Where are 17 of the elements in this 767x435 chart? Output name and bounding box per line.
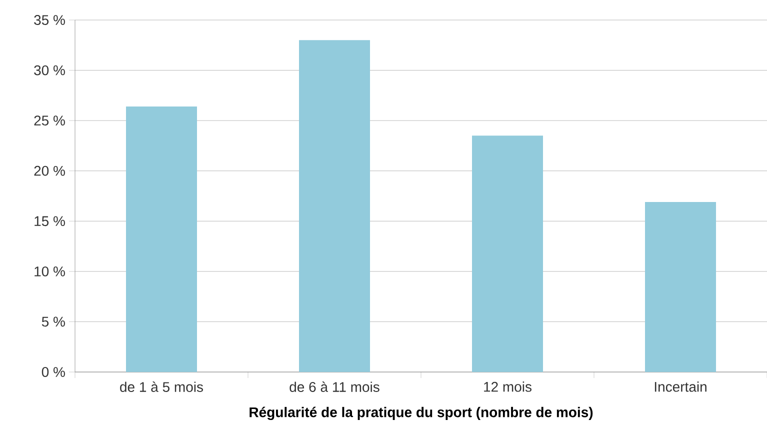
y-tick-label: 5 % (42, 316, 65, 327)
y-tick-label: 20 % (34, 166, 65, 176)
y-tick-label: 35 % (34, 15, 65, 25)
y-tick-label: 15 % (34, 216, 65, 226)
bar (126, 106, 197, 372)
y-tick-label: 10 % (34, 266, 65, 276)
x-axis-title: Régularité de la pratique du sport (nombre de mois) (250, 406, 593, 420)
bar (645, 202, 716, 372)
x-tick-label: de 6 à 11 mois (290, 382, 380, 392)
x-tick-label: de 1 à 5 mois (120, 382, 204, 392)
y-tick-label: 25 % (34, 116, 65, 126)
y-tick-label: 30 % (34, 65, 65, 76)
bar (472, 136, 544, 372)
bar (299, 40, 370, 372)
x-tick-label: 12 mois (484, 382, 532, 392)
y-tick-label: 0 % (42, 367, 65, 377)
x-tick-label: Incertain (654, 382, 706, 392)
